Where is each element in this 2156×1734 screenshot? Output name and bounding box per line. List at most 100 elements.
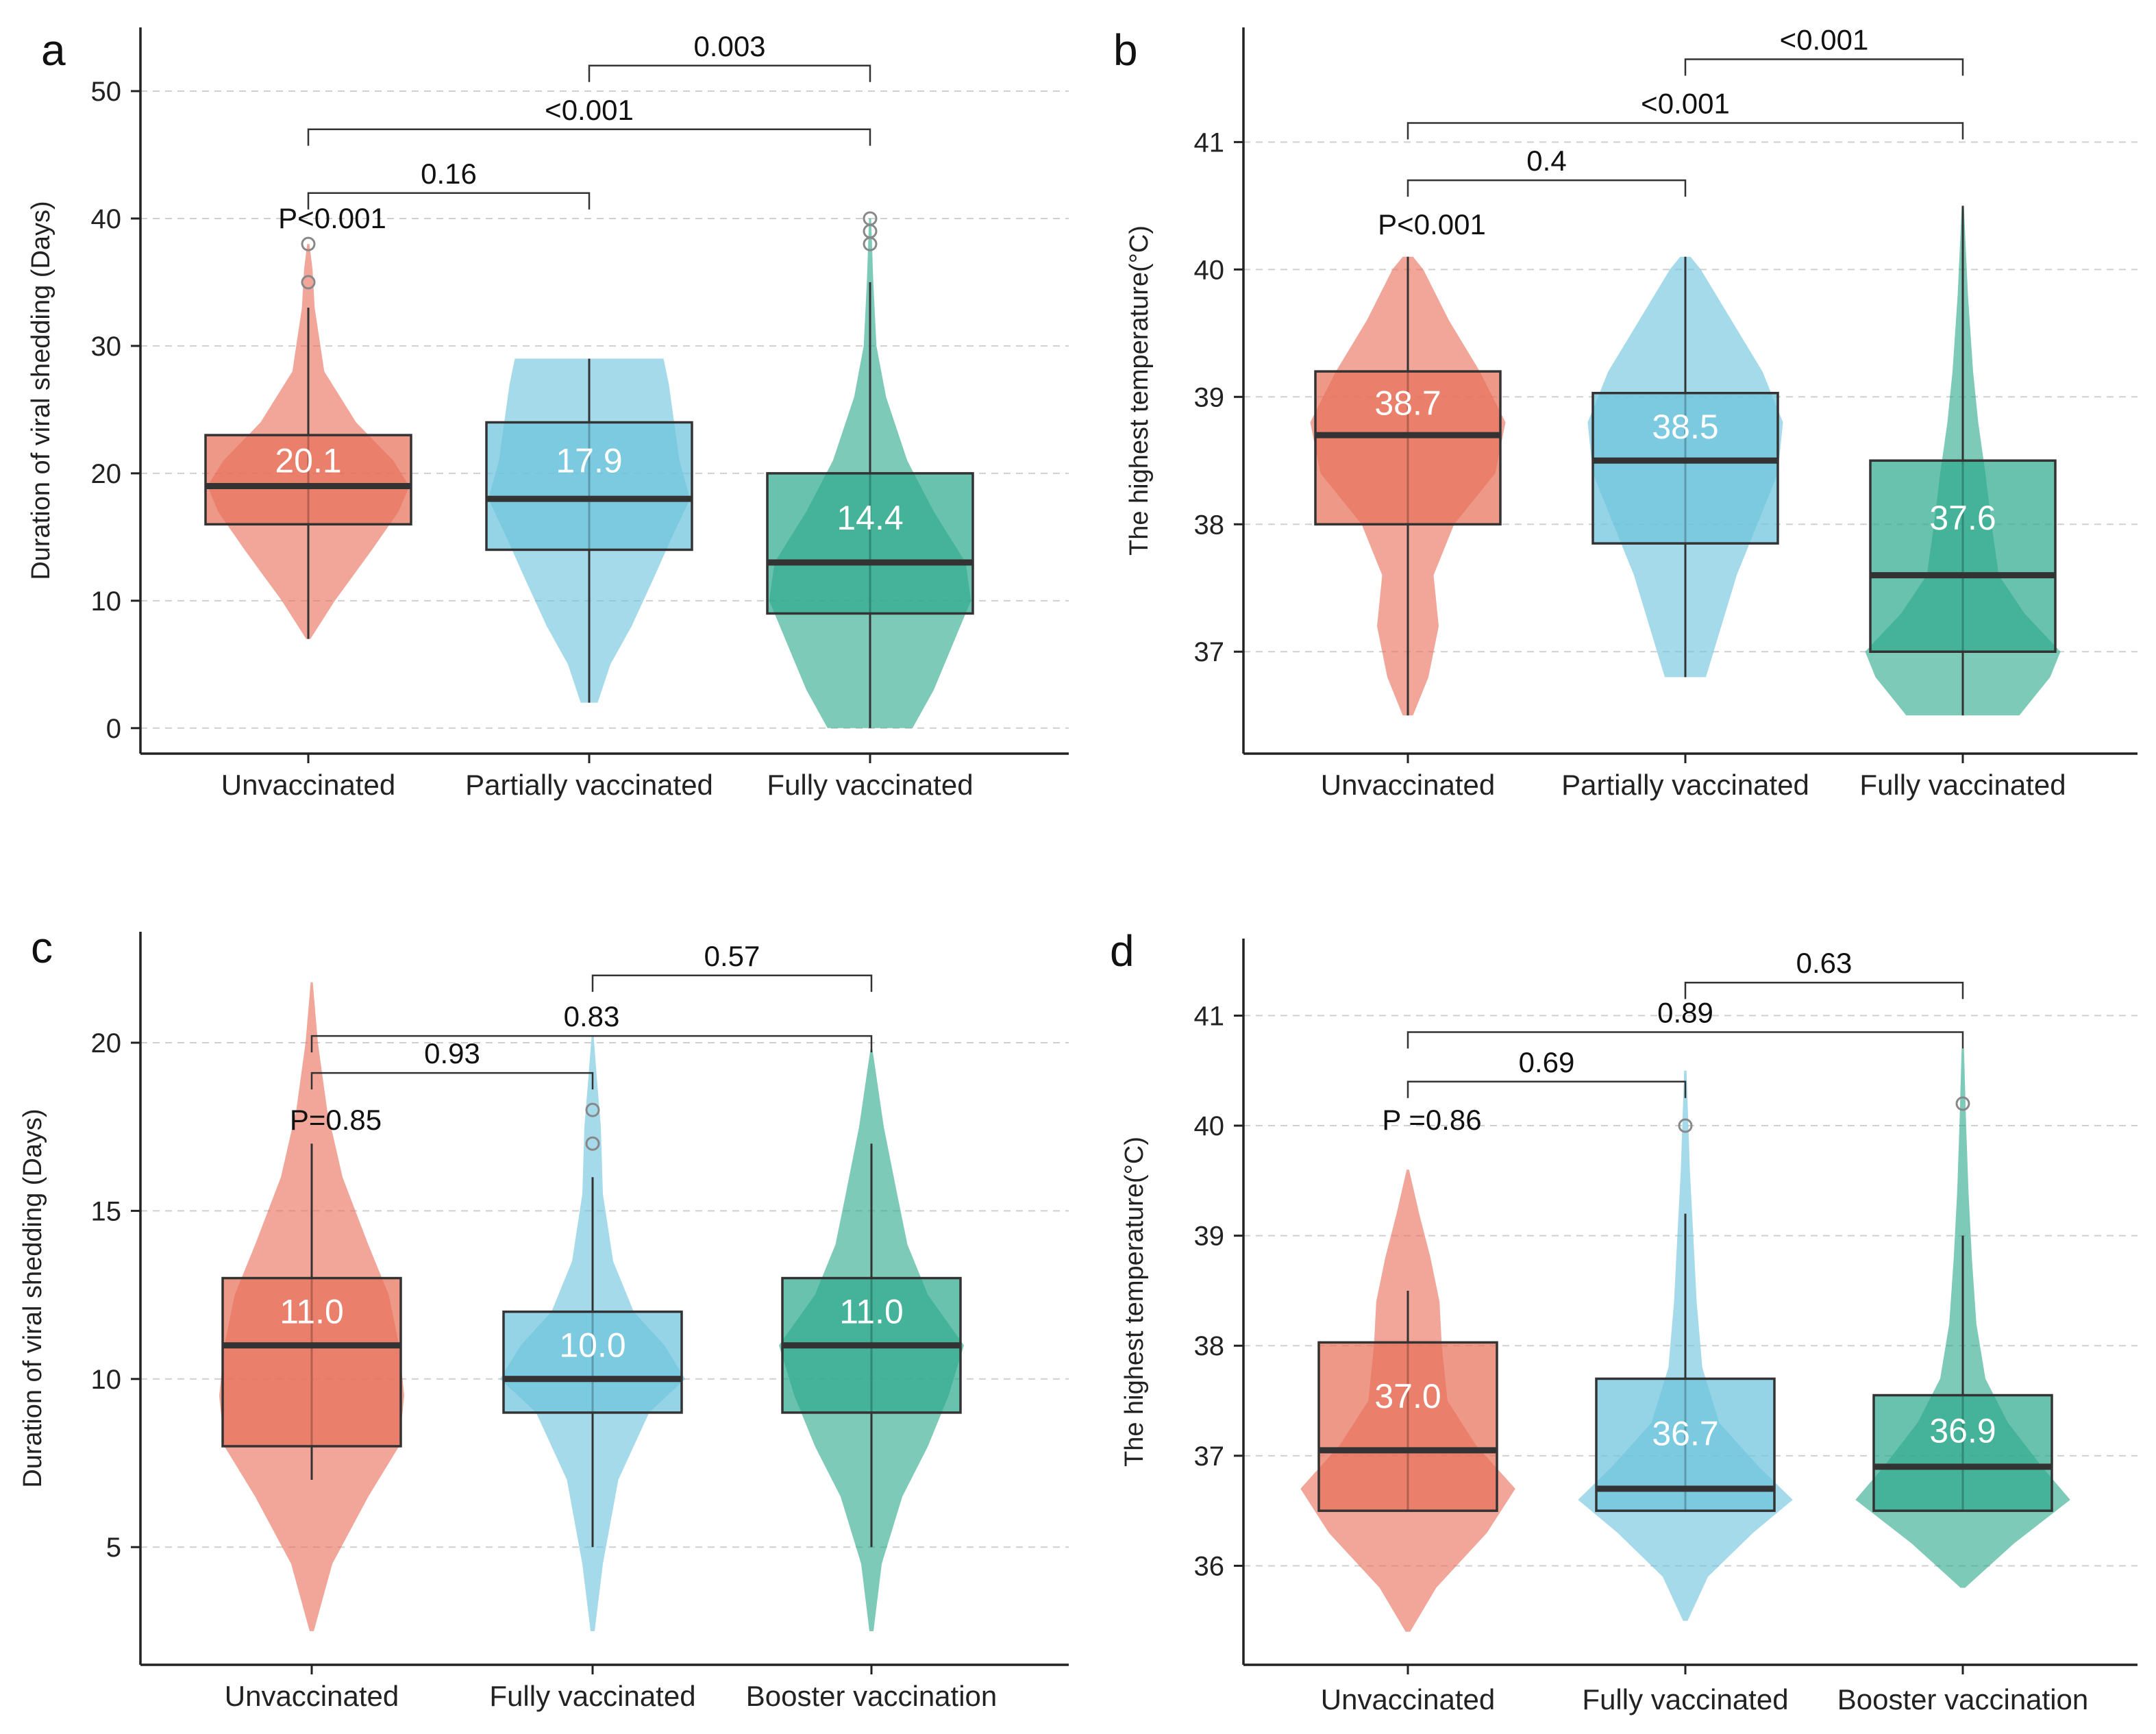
comparison-p-value: 0.16: [421, 158, 477, 190]
comparison-p-value: 0.69: [1519, 1046, 1575, 1078]
comparison-p-value: 0.83: [564, 1000, 620, 1032]
panel-d: 36 37 38 39 40 41 37.0 Unvaccinated 36.7 Fully va…: [1110, 926, 2138, 1716]
category-label: Partially vaccinated: [1561, 769, 1809, 801]
y-tick-label: 10: [91, 586, 122, 617]
outlier-point: [1955, 1096, 1970, 1111]
y-tick-label: 39: [1194, 382, 1225, 412]
y-tick-label: 5: [106, 1533, 121, 1563]
mean-label: 11.0: [280, 1293, 344, 1331]
mean-label: 10.0: [559, 1326, 625, 1365]
overall-p-value: P<0.001: [1378, 208, 1486, 240]
box-partially-vaccinated: [1591, 391, 1779, 545]
category-label: Fully vaccinated: [1859, 769, 2066, 801]
y-axis-title: The highest temperature(°C): [1125, 225, 1154, 556]
mean-label: 17.9: [556, 441, 622, 480]
mean-label: 38.5: [1652, 408, 1718, 446]
mean-label: 37.6: [1929, 499, 1996, 537]
panel-c: 5 10 15 20 11.0 Unvaccinated 10.0 Fully vaccina…: [18, 923, 1069, 1712]
comparison-bracket: [1684, 58, 1964, 76]
comparison-p-value: 0.89: [1657, 997, 1713, 1029]
category-label: Booster vaccination: [1837, 1683, 2089, 1716]
y-tick-label: 36: [1194, 1551, 1225, 1581]
outlier-point: [1678, 1118, 1693, 1133]
y-tick-label: 0: [106, 714, 121, 744]
comparison-bracket: [1407, 122, 1964, 140]
category-label: Unvaccinated: [221, 769, 395, 801]
y-tick-label: 38: [1194, 510, 1225, 540]
y-tick-label: 20: [91, 1028, 122, 1058]
y-tick-label: 40: [1194, 255, 1225, 285]
comparison-bracket: [310, 1035, 873, 1053]
panel-letter: d: [1110, 926, 1135, 976]
comparison-bracket: [588, 64, 871, 82]
comparison-bracket: [310, 1072, 594, 1090]
category-label: Unvaccinated: [1321, 1683, 1495, 1716]
y-tick-label: 40: [1194, 1111, 1225, 1141]
box-fully-vaccinated: [766, 472, 974, 615]
y-tick-label: 20: [91, 459, 122, 489]
comparison-p-value: <0.001: [545, 94, 634, 126]
box-fully-vaccinated: [502, 1310, 683, 1414]
comparison-bracket: [1684, 981, 1964, 1000]
box-unvaccinated: [1314, 370, 1502, 526]
box-unvaccinated: [221, 1276, 402, 1448]
category-label: Partially vaccinated: [465, 769, 713, 801]
comparison-bracket: [307, 128, 871, 146]
mean-label: 36.7: [1652, 1415, 1718, 1453]
category-label: Booster vaccination: [746, 1680, 998, 1712]
y-tick-label: 15: [91, 1196, 122, 1226]
box-unvaccinated: [1317, 1341, 1498, 1512]
y-tick-label: 41: [1194, 127, 1225, 158]
comparison-p-value: 0.4: [1526, 145, 1566, 177]
comparison-bracket: [1407, 1080, 1687, 1098]
y-axis-title: Duration of viral shedding (Days): [18, 1108, 47, 1487]
comparison-p-value: <0.001: [1780, 23, 1869, 55]
y-tick-label: 41: [1194, 1001, 1225, 1031]
comparison-p-value: 0.93: [424, 1037, 480, 1069]
category-label: Fully vaccinated: [489, 1680, 695, 1712]
comparison-bracket: [1407, 1031, 1964, 1049]
overall-p-value: P<0.001: [278, 202, 386, 234]
comparison-p-value: 0.63: [1796, 947, 1853, 979]
panel-letter: a: [41, 25, 66, 75]
overall-p-value: P =0.86: [1382, 1104, 1481, 1136]
mean-label: 20.1: [275, 441, 341, 480]
mean-label: 36.9: [1929, 1412, 1996, 1450]
comparison-bracket: [591, 974, 873, 992]
panel-b: 37 38 39 40 41 38.7 Unvaccinated 38.5 Partially …: [1113, 23, 2138, 801]
mean-label: 38.7: [1374, 384, 1441, 423]
mean-label: 11.0: [839, 1293, 904, 1331]
box-booster-vaccination: [1872, 1394, 2053, 1512]
y-tick-label: 39: [1194, 1222, 1225, 1252]
y-axis-title: The highest temperature(°C): [1120, 1137, 1149, 1467]
y-tick-label: 40: [91, 204, 122, 234]
comparison-bracket: [1407, 179, 1687, 197]
panel-a: 0 10 20 30 40 50 20.1 Unvaccinated 17.9 Partially…: [27, 25, 1069, 801]
outlier-point: [301, 275, 316, 290]
mean-label: 14.4: [837, 499, 903, 537]
panel-letter: b: [1113, 25, 1138, 75]
box-unvaccinated: [204, 434, 412, 526]
comparison-p-value: 0.003: [693, 30, 765, 62]
category-label: Fully vaccinated: [1582, 1683, 1788, 1716]
y-tick-label: 10: [91, 1365, 122, 1395]
comparison-p-value: <0.001: [1641, 87, 1730, 119]
outlier-point: [585, 1136, 600, 1151]
outlier-point: [585, 1102, 600, 1117]
y-tick-label: 38: [1194, 1331, 1225, 1361]
category-label: Unvaccinated: [1321, 769, 1495, 801]
box-fully-vaccinated: [1869, 459, 2057, 653]
overall-p-value: P=0.85: [290, 1104, 382, 1136]
y-tick-label: 50: [91, 77, 122, 107]
mean-label: 37.0: [1374, 1377, 1441, 1415]
outlier-point: [301, 236, 316, 251]
box-partially-vaccinated: [485, 421, 693, 552]
category-label: Fully vaccinated: [767, 769, 973, 801]
y-tick-label: 37: [1194, 637, 1225, 667]
panel-letter: c: [31, 923, 53, 972]
y-tick-label: 37: [1194, 1441, 1225, 1472]
comparison-bracket: [307, 192, 591, 210]
outlier-point: [863, 211, 878, 226]
category-label: Unvaccinated: [225, 1680, 399, 1712]
